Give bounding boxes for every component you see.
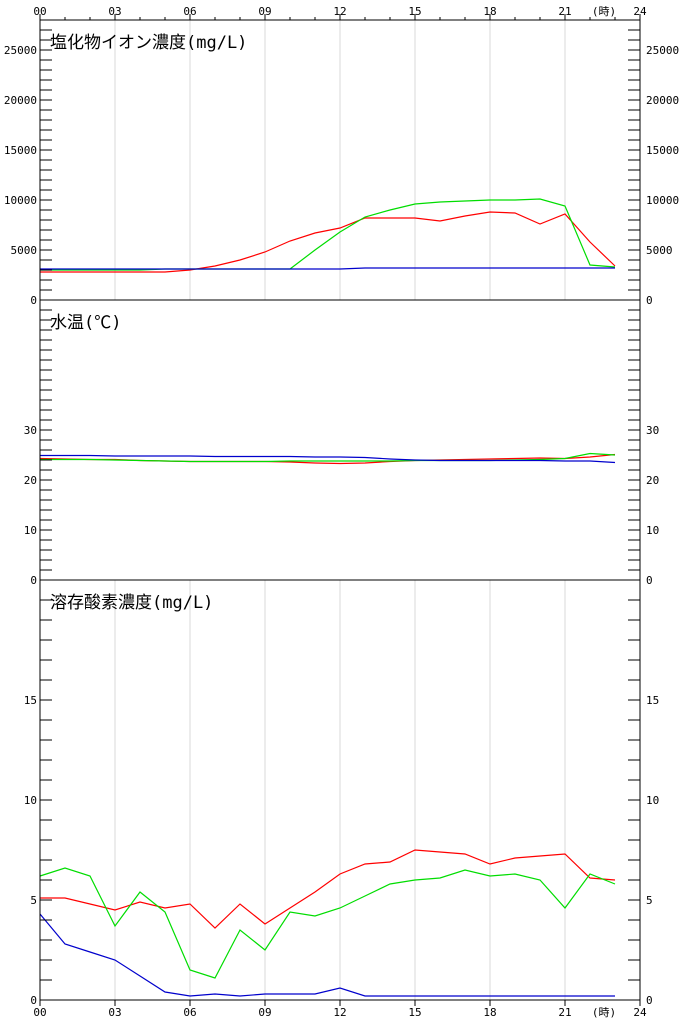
- series-line-red: [40, 849, 616, 929]
- x-tick-label-top: 03: [108, 5, 121, 18]
- y-tick-label-right: 0: [646, 574, 653, 587]
- series-line-blue: [40, 267, 615, 270]
- hour-unit-label-bottom: (時): [592, 1006, 616, 1019]
- y-tick-label-right: 20000: [646, 94, 679, 107]
- y-tick-label-left: 15000: [4, 144, 37, 157]
- x-tick-label-bottom: 12: [333, 1006, 346, 1019]
- panel-title: 溶存酸素濃度(mg/L): [50, 593, 213, 613]
- y-tick-label-left: 5000: [11, 244, 38, 257]
- y-tick-label-left: 10: [24, 524, 37, 537]
- series-line-green: [39, 867, 616, 979]
- y-tick-label-right: 20: [646, 474, 659, 487]
- y-tick-label-left: 10: [24, 794, 37, 807]
- x-tick-label-top: 24: [633, 5, 647, 18]
- y-tick-label-left: 30: [24, 424, 37, 437]
- y-tick-label-left: 15: [24, 694, 37, 707]
- y-tick-label-right: 0: [646, 994, 653, 1007]
- frame-layer: [39, 14, 641, 1006]
- y-tick-label-left: 0: [30, 994, 37, 1007]
- x-tick-label-top: 09: [258, 5, 271, 18]
- series-line-blue: [40, 454, 616, 464]
- y-tick-label-left: 20: [24, 474, 37, 487]
- series-line-blue: [39, 913, 615, 997]
- y-tick-label-right: 5: [646, 894, 653, 907]
- hour-unit-label-top: (時): [592, 5, 616, 18]
- series-layer: [39, 198, 616, 997]
- x-tick-label-top: 21: [558, 5, 571, 18]
- y-tick-label-right: 15: [646, 694, 659, 707]
- x-tick-label-bottom: 06: [183, 1006, 196, 1019]
- y-tick-label-right: 0: [646, 294, 653, 307]
- y-tick-label-right: 10000: [646, 194, 679, 207]
- y-tick-label-right: 15000: [646, 144, 679, 157]
- y-tick-label-left: 0: [30, 294, 37, 307]
- x-tick-label-bottom: 18: [483, 1006, 496, 1019]
- y-tick-label-left: 0: [30, 574, 37, 587]
- x-tick-label-top: 15: [408, 5, 421, 18]
- panel-title: 塩化物イオン濃度(mg/L): [50, 33, 247, 53]
- series-line-red: [40, 211, 616, 273]
- y-tick-label-left: 20000: [4, 94, 37, 107]
- x-tick-label-top: 06: [183, 5, 196, 18]
- y-tick-label-right: 5000: [646, 244, 673, 257]
- x-tick-label-bottom: 15: [408, 1006, 421, 1019]
- y-tick-label-left: 10000: [4, 194, 37, 207]
- x-tick-label-top: 12: [333, 5, 346, 18]
- x-tick-label-bottom: 09: [258, 1006, 271, 1019]
- series-line-green: [40, 198, 616, 271]
- x-tick-label-bottom: 03: [108, 1006, 121, 1019]
- y-tick-label-right: 10: [646, 524, 659, 537]
- y-tick-label-right: 10: [646, 794, 659, 807]
- y-tick-label-right: 30: [646, 424, 659, 437]
- grid-layer: [114, 20, 566, 1000]
- y-tick-label-right: 25000: [646, 44, 679, 57]
- panel-title: 水温(℃): [50, 313, 121, 333]
- x-tick-label-bottom: 24: [633, 1006, 647, 1019]
- x-tick-label-bottom: 00: [33, 1006, 46, 1019]
- x-tick-label-top: 18: [483, 5, 496, 18]
- x-tick-label-top: 00: [33, 5, 46, 18]
- x-tick-label-bottom: 21: [558, 1006, 571, 1019]
- y-tick-label-left: 5: [30, 894, 37, 907]
- y-tick-label-left: 25000: [4, 44, 37, 57]
